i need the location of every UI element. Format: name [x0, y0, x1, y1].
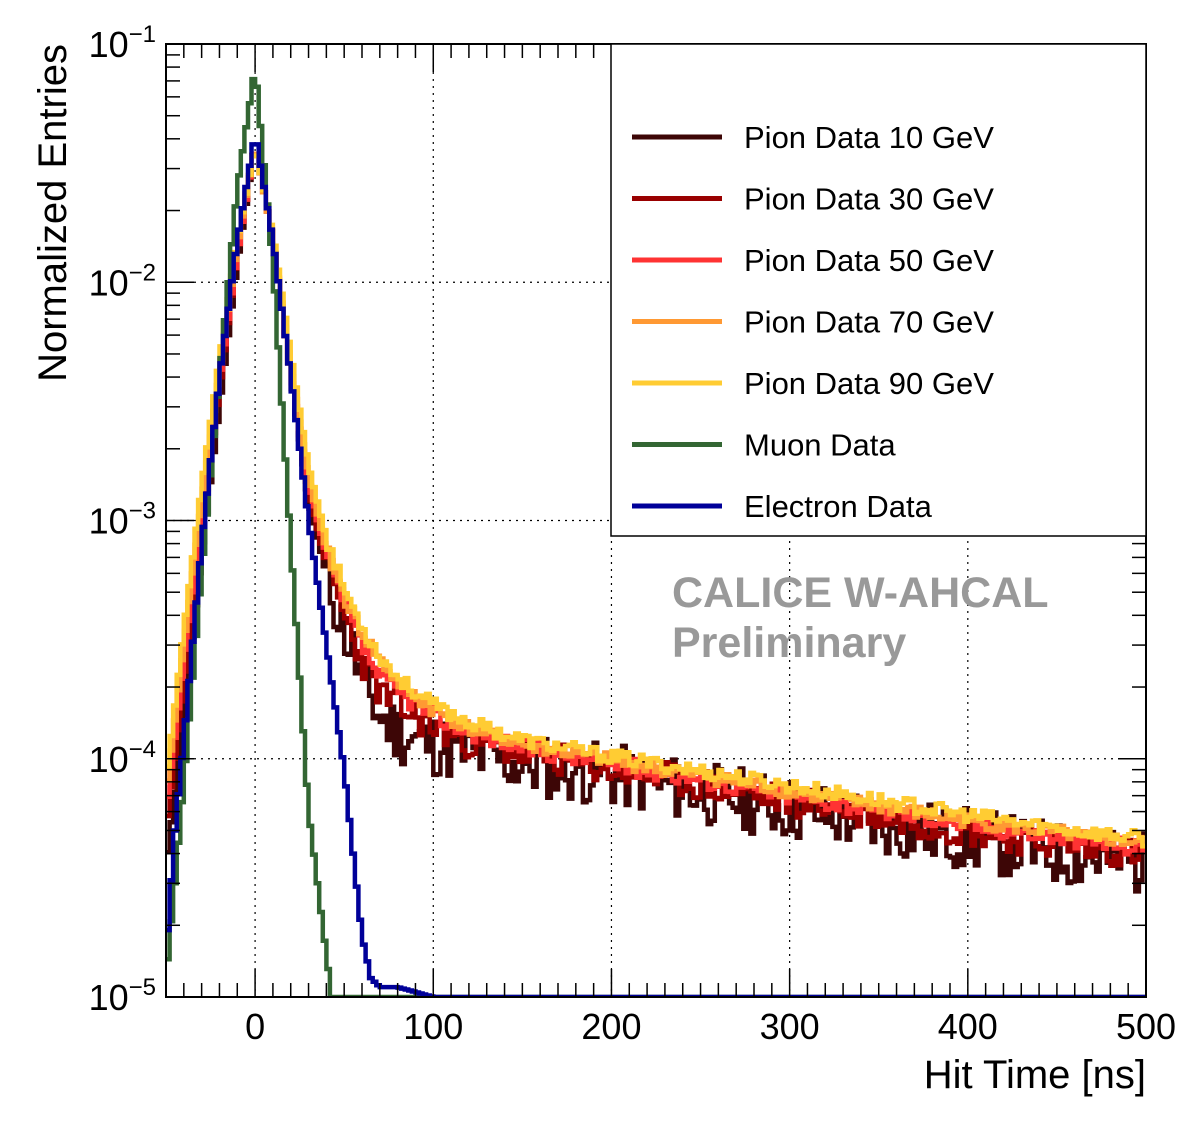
legend-label-pion-data-70-gev: Pion Data 70 GeV	[744, 305, 994, 340]
y-tick-label: 10−2	[89, 259, 156, 303]
legend-label-muon-data: Muon Data	[744, 428, 896, 463]
y-tick-label: 10−5	[89, 974, 156, 1018]
x-tick-label: 100	[403, 1006, 463, 1047]
series-layer	[166, 76, 1146, 997]
series-electron-data	[166, 142, 1146, 997]
y-tick-label: 10−1	[89, 21, 156, 65]
legend-items: Pion Data 10 GeV Pion Data 30 GeV Pion Dat…	[632, 120, 994, 524]
y-tick-label: 10−4	[89, 736, 156, 780]
x-tick-label: 300	[760, 1006, 820, 1047]
tick-label-layer: 0 100 200 300 400 500 10−5 10−4 10−3 10−2 10−1	[89, 21, 1176, 1047]
annotation-line-1: CALICE W-AHCAL	[672, 569, 1049, 617]
legend: Pion Data 10 GeV Pion Data 30 GeV Pion Dat…	[610, 43, 1147, 537]
x-tick-label: 500	[1116, 1006, 1176, 1047]
x-tick-label: 200	[581, 1006, 641, 1047]
series-pion-data-90-gev	[166, 153, 1146, 849]
x-tick-label: 0	[245, 1006, 265, 1047]
series-pion-data-70-gev	[166, 151, 1146, 849]
x-tick-label: 400	[938, 1006, 998, 1047]
series-muon-data	[166, 76, 1146, 997]
x-axis-title: Hit Time [ns]	[924, 1053, 1146, 1097]
legend-label-pion-data-30-gev: Pion Data 30 GeV	[744, 182, 994, 217]
y-tick-label: 10−3	[89, 498, 156, 542]
legend-label-pion-data-90-gev: Pion Data 90 GeV	[744, 366, 994, 401]
legend-label-pion-data-10-gev: Pion Data 10 GeV	[744, 120, 994, 155]
annotation-line-2: Preliminary	[672, 619, 906, 667]
preliminary-annotation: CALICE W-AHCAL Preliminary	[672, 569, 1049, 667]
y-axis-title: Normalized Entries	[31, 44, 75, 382]
legend-label-electron-data: Electron Data	[744, 489, 933, 524]
legend-box	[610, 43, 1147, 537]
legend-label-pion-data-50-gev: Pion Data 50 GeV	[744, 243, 994, 278]
